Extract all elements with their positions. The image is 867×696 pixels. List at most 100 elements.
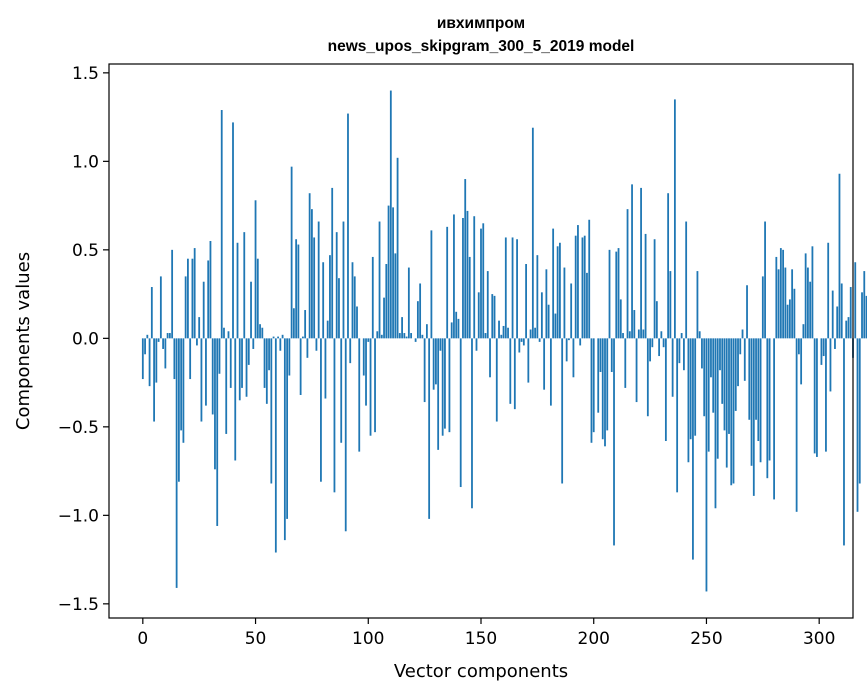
bar: [741, 329, 744, 339]
bar: [784, 267, 787, 339]
bar: [301, 336, 304, 339]
bar: [168, 333, 171, 339]
chart-title-line2: news_upos_skipgram_300_5_2019 model: [328, 38, 635, 55]
bar: [577, 225, 579, 339]
bar: [423, 338, 426, 403]
bar: [435, 338, 437, 385]
bar: [398, 333, 401, 339]
bar: [743, 338, 746, 381]
bar: [563, 267, 566, 339]
bar: [146, 334, 149, 339]
bar: [669, 271, 672, 339]
bar: [378, 221, 381, 339]
bar: [365, 338, 367, 406]
bar: [150, 287, 153, 339]
bar: [827, 242, 830, 339]
bar: [272, 336, 275, 339]
bar: [153, 338, 155, 422]
bar: [286, 338, 289, 519]
bar: [586, 272, 588, 339]
bar: [534, 327, 537, 339]
bar: [725, 338, 728, 468]
bar: [581, 237, 584, 339]
bar: [403, 333, 406, 339]
bar: [265, 338, 268, 404]
bar: [590, 338, 593, 443]
bar: [342, 221, 345, 339]
bar: [464, 179, 467, 339]
bar: [383, 297, 385, 339]
bar: [313, 237, 316, 339]
bar: [739, 338, 742, 355]
bar: [277, 336, 279, 339]
bar: [211, 338, 214, 415]
bar: [719, 338, 721, 371]
plot-frame: [108, 63, 854, 619]
y-tick-label: −1.5: [58, 595, 99, 615]
bar: [712, 338, 715, 413]
bar: [155, 338, 158, 383]
bar: [782, 249, 785, 339]
bar: [297, 244, 300, 339]
bar: [428, 338, 431, 519]
bar: [714, 338, 717, 509]
bar: [214, 338, 216, 470]
bar: [667, 193, 670, 339]
bar: [175, 338, 178, 588]
bar: [696, 271, 699, 339]
bar: [189, 338, 192, 380]
bar: [315, 338, 318, 351]
bar: [198, 317, 201, 339]
bar: [288, 338, 291, 376]
x-axis-label: Vector components: [394, 661, 568, 682]
x-axis: 0 50 100 150 200 250 300: [137, 618, 835, 649]
bar: [430, 230, 433, 339]
bar: [545, 269, 548, 339]
bar: [457, 318, 460, 339]
bar: [615, 251, 618, 339]
bar: [626, 209, 629, 339]
bar: [455, 311, 458, 339]
bar: [437, 338, 440, 450]
bar: [326, 320, 329, 339]
bar: [529, 329, 532, 339]
bar: [304, 310, 307, 339]
bar: [419, 283, 422, 339]
bar: [849, 287, 852, 339]
bar: [671, 338, 674, 397]
bar: [247, 338, 250, 365]
bar: [329, 255, 331, 339]
bar: [380, 334, 383, 339]
bar: [757, 338, 760, 442]
bar: [205, 338, 207, 406]
bar: [825, 338, 827, 452]
bar: [730, 338, 733, 486]
bar: [795, 338, 798, 512]
bar: [482, 223, 485, 339]
bar: [568, 338, 570, 341]
bar: [317, 221, 320, 339]
bar: [250, 281, 252, 339]
bar: [290, 166, 293, 339]
bar: [353, 276, 356, 339]
bar: [797, 338, 800, 355]
bar: [256, 258, 259, 339]
bar: [238, 338, 241, 401]
bar: [484, 333, 487, 339]
bar: [356, 306, 358, 339]
bar: [518, 338, 521, 353]
bar: [673, 99, 676, 339]
bar: [371, 256, 374, 339]
bar: [374, 338, 376, 433]
chart-title-line1: ивхимпром: [437, 15, 525, 32]
bar: [680, 333, 683, 339]
bar: [549, 338, 552, 406]
bar: [617, 248, 620, 339]
bar: [628, 331, 631, 339]
bar: [660, 331, 663, 339]
bar: [692, 338, 694, 560]
bar: [813, 338, 816, 454]
bar: [191, 258, 194, 339]
bar: [351, 262, 354, 339]
bar: [320, 338, 322, 482]
